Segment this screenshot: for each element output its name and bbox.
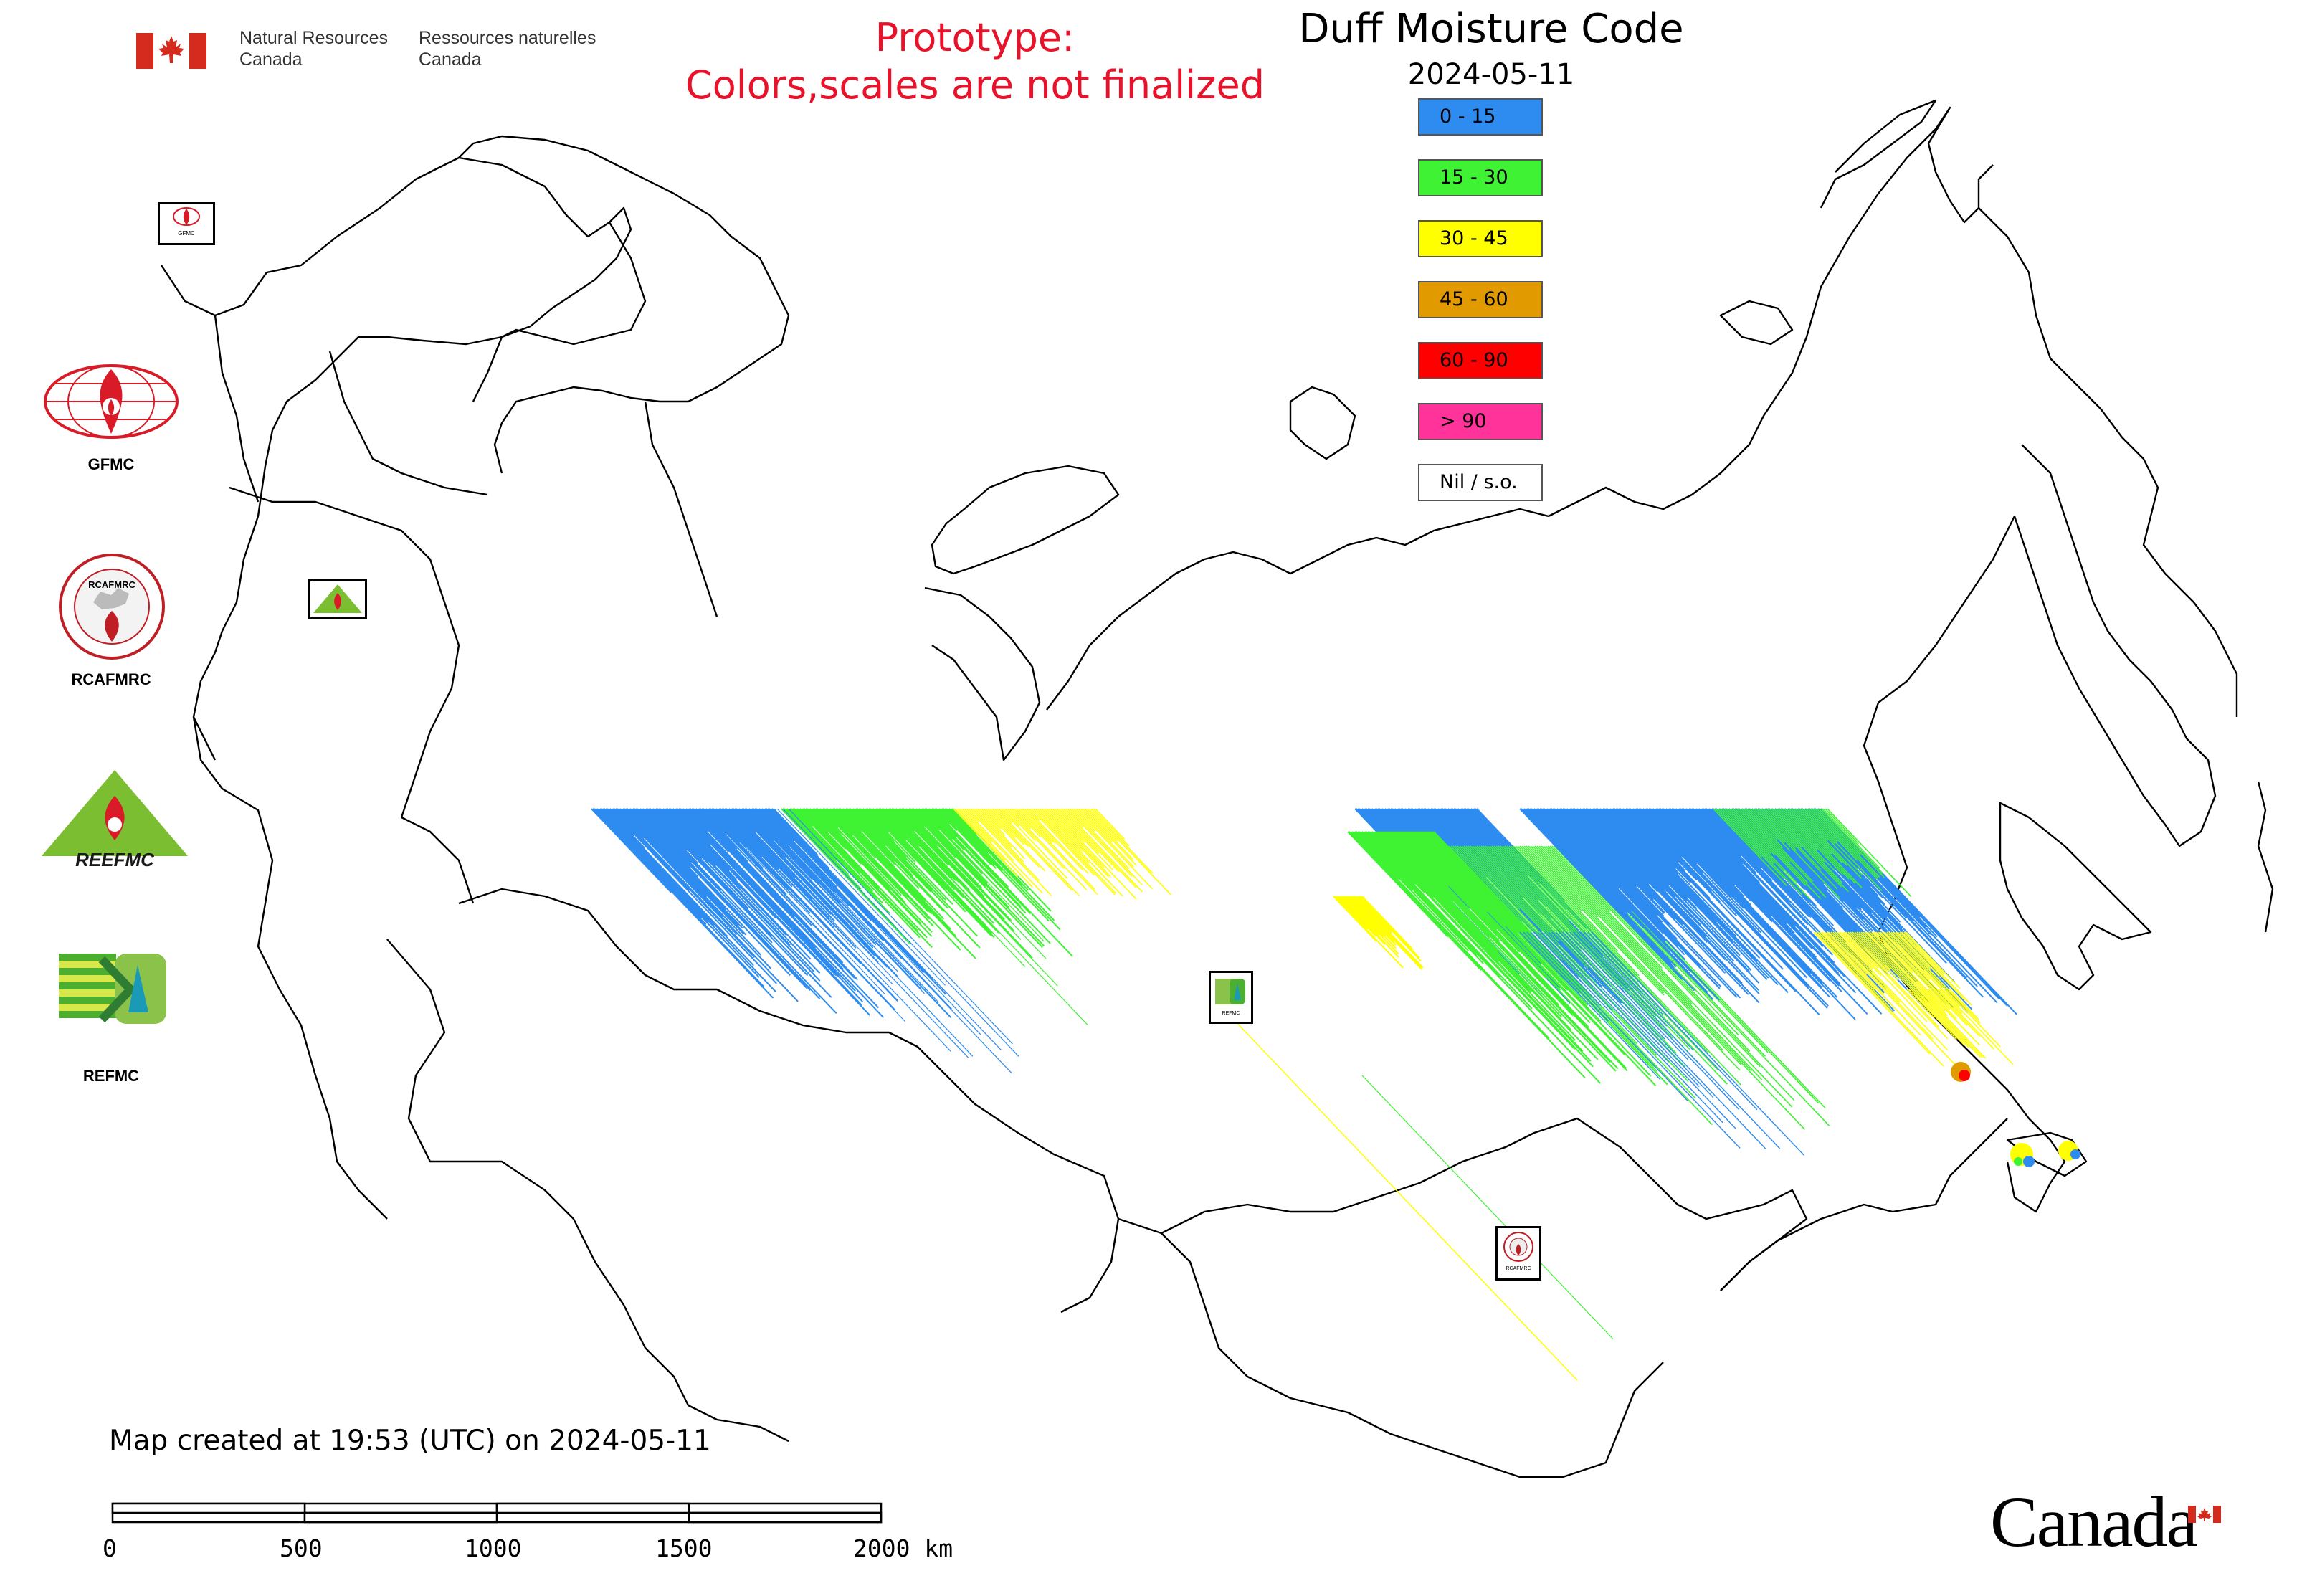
dmc-data-stroke — [1355, 896, 1423, 968]
dmc-data-layer — [591, 809, 2080, 1380]
legend: 0 - 15 15 - 30 30 - 45 45 - 60 60 - 90 >… — [1418, 98, 1547, 525]
border-finland — [215, 315, 258, 502]
dmc-data-stroke — [1067, 809, 1132, 877]
scale-label: 500 — [280, 1534, 323, 1562]
coastline-okhotsk — [1864, 516, 2015, 932]
dmc-data-stroke — [1040, 809, 1123, 896]
coastline-bering — [1979, 208, 2237, 717]
border-volga — [401, 817, 473, 903]
map-marker-refmc-label: REFMC — [1211, 1010, 1251, 1017]
coastline-kuril — [2258, 782, 2273, 932]
coastline-chukotka — [1821, 100, 1936, 208]
coastline-east-siberia — [1549, 108, 1993, 516]
prototype-warning: Prototype: Colors,scales are not finaliz… — [631, 14, 1319, 109]
org-en-line2: Canada — [239, 49, 419, 70]
svg-text:RCAFMRC: RCAFMRC — [88, 579, 135, 590]
map-marker-refmc[interactable]: REFMC — [1209, 971, 1253, 1024]
border-mongolia-south — [1161, 1233, 1663, 1477]
dmc-data-stroke — [1362, 1075, 1613, 1339]
canada-wordmark-flag-icon — [2188, 1506, 2221, 1523]
rcafmrc-label: RCAFMRC — [39, 670, 183, 689]
dmc-data-blob — [2023, 1156, 2035, 1167]
reefmc-logo: REEFMC — [37, 767, 192, 868]
coastline-novaya-zemlya — [932, 466, 1118, 574]
created-timestamp: Map created at 19:53 (UTC) on 2024-05-11 — [109, 1423, 711, 1459]
coastline-white-sea — [473, 222, 645, 402]
legend-item: 60 - 90 — [1418, 342, 1543, 379]
dmc-data-blob — [1959, 1070, 1970, 1081]
map-date: 2024-05-11 — [1319, 56, 1663, 93]
dmc-data-blob — [2014, 1157, 2022, 1166]
org-fr-line1: Ressources naturelles — [419, 27, 596, 49]
org-en-line1: Natural Resources — [239, 27, 419, 49]
map-marker-gfmc[interactable]: GFMC — [158, 202, 215, 245]
prototype-line2: Colors,scales are not finalized — [631, 62, 1319, 109]
border-baltic — [194, 717, 387, 1219]
canada-flag-icon — [136, 33, 206, 69]
dmc-data-stroke — [1574, 932, 1780, 1149]
legend-item: 30 - 45 — [1418, 220, 1543, 257]
canada-wordmark-text: Canada — [1990, 1482, 2197, 1562]
nrcan-french: Ressources naturelles Canada — [419, 27, 596, 70]
map-marker-gfmc-label: GFMC — [160, 230, 213, 237]
border-nw-russia — [229, 488, 459, 817]
scale-label: 2000 km — [853, 1534, 953, 1562]
rcafmrc-logo: RCAFMRC — [57, 552, 166, 661]
coastline-taymyr — [1047, 509, 1549, 710]
legend-item: Nil / s.o. — [1418, 464, 1543, 501]
scale-bar — [113, 1504, 881, 1522]
scale-label: 0 — [103, 1534, 117, 1562]
coastline-sakhalin — [2000, 803, 2151, 989]
map-marker-reefmc[interactable] — [308, 579, 367, 619]
legend-item: 0 - 15 — [1418, 98, 1543, 136]
org-fr-line2: Canada — [419, 49, 596, 70]
coastline-primorye — [1878, 932, 2065, 1212]
nrcan-signature: Natural Resources Canada Ressources natu… — [136, 27, 596, 77]
coastline-severnaya — [1290, 387, 1355, 459]
border-karelia — [330, 351, 487, 495]
border-ural — [645, 402, 717, 617]
nrcan-english: Natural Resources Canada — [239, 27, 419, 70]
coastline-yamal — [925, 588, 1040, 760]
scale-label: 1500 — [655, 1534, 712, 1562]
legend-item: 45 - 60 — [1418, 281, 1543, 318]
dmc-data-blob — [2070, 1149, 2080, 1159]
refmc-label: REFMC — [39, 1067, 183, 1086]
dmc-data-stroke — [1346, 896, 1396, 949]
prototype-line1: Prototype: — [631, 14, 1319, 62]
dmc-data-stroke — [1219, 1004, 1577, 1380]
dmc-data-stroke — [1076, 809, 1152, 889]
map-title: Duff Moisture Code — [1247, 4, 1735, 55]
dmc-data-stroke — [1352, 896, 1422, 969]
coastline-scandinavia — [161, 158, 631, 760]
coastline-kamchatka — [2015, 445, 2215, 846]
border-mongolia — [1118, 1118, 1807, 1291]
gfmc-logo — [42, 362, 181, 441]
dmc-data-stroke — [1354, 896, 1422, 967]
map-marker-rcafmrc-label: RCAFMRC — [1498, 1265, 1539, 1272]
refmc-logo — [59, 946, 171, 1032]
map-marker-rcafmrc[interactable]: RCAFMRC — [1495, 1226, 1541, 1281]
coastline-kola — [459, 136, 789, 473]
legend-item: 15 - 30 — [1418, 159, 1543, 196]
gfmc-label: GFMC — [39, 455, 183, 474]
legend-item: > 90 — [1418, 403, 1543, 440]
reefmc-wordmark: REEFMC — [75, 849, 155, 868]
border-kazakhstan-south — [387, 939, 789, 1441]
coastline-new-siberian — [1721, 301, 1792, 344]
scale-label: 1000 — [465, 1534, 521, 1562]
canada-wordmark: Canada — [1990, 1483, 2197, 1562]
